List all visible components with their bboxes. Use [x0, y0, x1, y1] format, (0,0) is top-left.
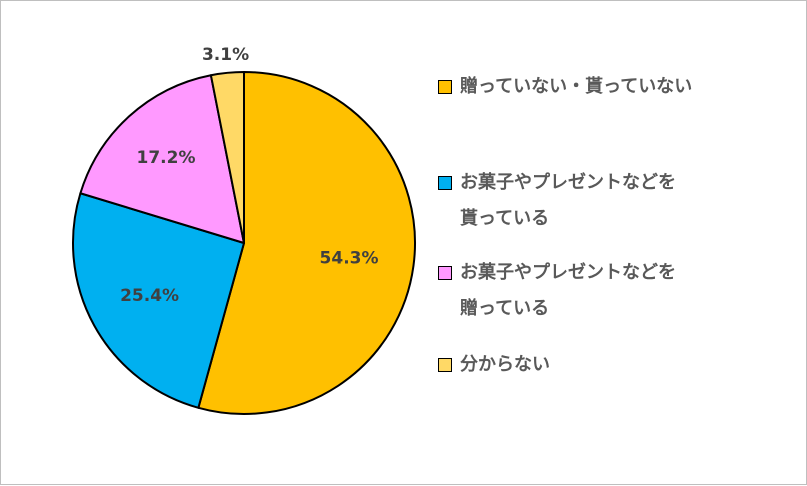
legend-item-not-giving-not-receiving: 贈っていない・貰っていない — [438, 69, 692, 105]
pie-data-label: 3.1% — [202, 45, 249, 65]
legend-item-receiving: お菓子やプレゼントなどを 貰っている — [438, 165, 676, 237]
legend-label: お菓子やプレゼントなどを 貰っている — [460, 172, 676, 229]
pie-data-label: 25.4% — [120, 286, 179, 306]
pie-data-labels: 54.3% 25.4% 17.2% 3.1% — [120, 45, 378, 306]
pie-slice — [197, 71, 416, 415]
pie-slice — [72, 192, 245, 409]
pie-data-label: 54.3% — [320, 248, 379, 268]
legend-swatch — [438, 358, 452, 372]
pie-slice — [209, 71, 245, 244]
pie-slices — [72, 71, 416, 415]
pie-data-label: 17.2% — [137, 148, 196, 168]
legend-label: 贈っていない・貰っていない — [460, 76, 693, 97]
legend-label: お菓子やプレゼントなどを 贈っている — [460, 262, 676, 319]
legend-swatch — [438, 176, 452, 190]
pie-slice — [79, 74, 245, 244]
legend-item-giving: お菓子やプレゼントなどを 贈っている — [438, 255, 676, 327]
legend-swatch — [438, 266, 452, 280]
legend-label: 分からない — [460, 354, 550, 375]
legend-swatch — [438, 80, 452, 94]
legend-item-unknown: 分からない — [438, 347, 550, 383]
